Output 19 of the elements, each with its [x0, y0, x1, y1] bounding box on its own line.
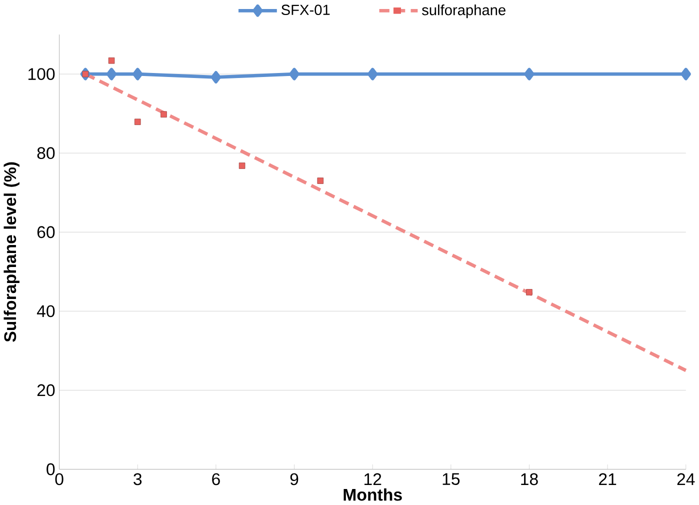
y-tick-label: 60	[37, 226, 55, 238]
x-tick-label: 15	[442, 473, 460, 486]
x-tick-label: 21	[599, 473, 616, 486]
x-tick-label: 18	[521, 473, 538, 486]
legend-label: sulforaphane	[422, 4, 506, 18]
x-tick-label: 0	[55, 473, 64, 486]
x-axis-title: Months	[344, 488, 402, 501]
y-axis-title: Sulforaphane level (%)	[4, 162, 20, 342]
x-tick-label: 24	[677, 473, 695, 486]
y-tick-label: 100	[28, 68, 55, 80]
y-tick-label: 20	[37, 384, 55, 396]
x-tick-label: 3	[134, 473, 142, 486]
y-tick-label: 40	[36, 305, 55, 318]
y-tick-label: 0	[46, 464, 55, 476]
x-tick-label: 9	[290, 473, 298, 486]
x-tick-label: 12	[364, 473, 382, 486]
x-tick-label: 6	[212, 473, 220, 486]
y-tick-label: 80	[37, 147, 55, 160]
legend-label: SFX-01	[281, 4, 330, 16]
